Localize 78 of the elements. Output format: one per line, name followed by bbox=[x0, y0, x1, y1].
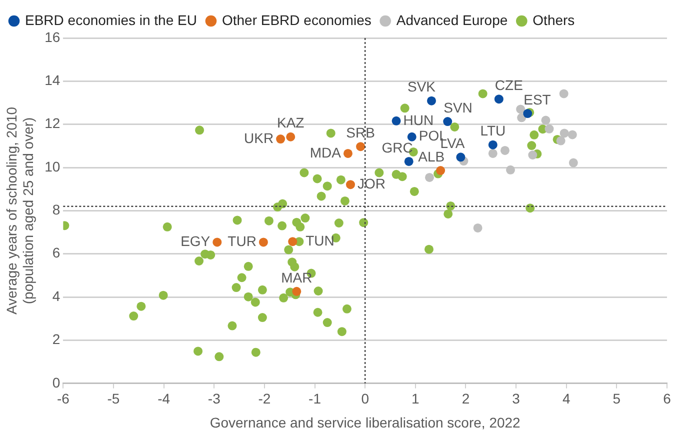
x-tick-label: 1 bbox=[412, 390, 420, 407]
y-tick-label: 8 bbox=[52, 202, 60, 218]
y-tick-label: 14 bbox=[44, 72, 60, 88]
point bbox=[443, 117, 452, 126]
annotation: TUR bbox=[228, 233, 256, 250]
point bbox=[286, 132, 296, 142]
point bbox=[424, 172, 434, 182]
point bbox=[560, 128, 569, 138]
point bbox=[258, 238, 268, 247]
point bbox=[427, 96, 436, 106]
x-tick-label: 4 bbox=[562, 390, 570, 407]
annotation: EGY bbox=[180, 233, 211, 250]
x-tick-label: 6 bbox=[663, 390, 672, 407]
annotation: JOR bbox=[357, 175, 386, 192]
point bbox=[436, 166, 446, 176]
annotation: MDA bbox=[310, 144, 342, 160]
y-tick-label: 16 bbox=[44, 28, 60, 45]
legend-label: Advanced Europe bbox=[396, 12, 508, 28]
annotation: GRC bbox=[382, 139, 413, 156]
y-tick-label: 10 bbox=[44, 158, 60, 174]
point bbox=[407, 132, 416, 142]
x-tick-label: -1 bbox=[308, 390, 322, 407]
legend-label: EBRD economies in the EU bbox=[25, 12, 197, 28]
x-tick-label: -5 bbox=[107, 390, 120, 407]
annotation: MAR bbox=[281, 269, 312, 286]
point bbox=[544, 124, 554, 134]
y-tick-label: 2 bbox=[52, 331, 60, 348]
annotation: SRB bbox=[346, 124, 375, 140]
annotation: HUN bbox=[403, 112, 434, 128]
point bbox=[346, 180, 355, 190]
point bbox=[506, 165, 516, 174]
x-tick-label: -6 bbox=[56, 390, 70, 407]
y-tick-label: 6 bbox=[52, 244, 60, 261]
annotation: LTU bbox=[480, 122, 506, 139]
point bbox=[473, 223, 482, 232]
annotation: SVK bbox=[407, 78, 436, 95]
point bbox=[559, 89, 568, 98]
point bbox=[212, 238, 222, 247]
x-tick-label: 0 bbox=[361, 390, 370, 407]
annotation: CZE bbox=[494, 76, 523, 93]
point bbox=[292, 286, 302, 296]
point bbox=[568, 158, 578, 168]
x-tick-label: 5 bbox=[612, 390, 621, 407]
point bbox=[356, 142, 366, 152]
point bbox=[500, 146, 510, 155]
x-tick-label: -3 bbox=[208, 390, 221, 407]
x-axis-title: Governance and service liberalisation score, 2022 bbox=[210, 414, 521, 430]
legend-label: Other EBRD economies bbox=[222, 12, 372, 28]
point bbox=[528, 150, 538, 160]
point bbox=[517, 113, 526, 122]
annotation: EST bbox=[524, 91, 552, 108]
point bbox=[404, 156, 414, 166]
point bbox=[541, 116, 550, 125]
point bbox=[276, 134, 286, 144]
y-tick-label: 4 bbox=[52, 288, 60, 304]
annotation: KAZ bbox=[277, 114, 305, 131]
annotation: TUN bbox=[306, 232, 334, 248]
annotation: UKR bbox=[244, 130, 274, 146]
point bbox=[556, 136, 566, 146]
point bbox=[456, 152, 466, 162]
point bbox=[568, 130, 577, 140]
y-tick-label: 0 bbox=[52, 374, 60, 390]
point bbox=[488, 148, 498, 158]
x-tick-label: 3 bbox=[512, 390, 520, 407]
point bbox=[288, 237, 298, 246]
y-tick-label: 12 bbox=[44, 115, 60, 132]
x-tick-label: -4 bbox=[158, 390, 170, 407]
x-tick-label: -2 bbox=[258, 390, 271, 407]
point bbox=[392, 116, 401, 126]
annotation: SVN bbox=[444, 99, 472, 116]
point bbox=[494, 94, 504, 104]
y-axis-title: Average years of schooling, 2010 (population aged 25 and over) bbox=[3, 106, 36, 314]
point bbox=[343, 148, 352, 158]
point bbox=[516, 104, 526, 114]
x-tick-label: 2 bbox=[462, 390, 470, 407]
point bbox=[488, 140, 498, 150]
annotation: ALB bbox=[418, 148, 445, 164]
legend-label: Others bbox=[532, 12, 575, 28]
